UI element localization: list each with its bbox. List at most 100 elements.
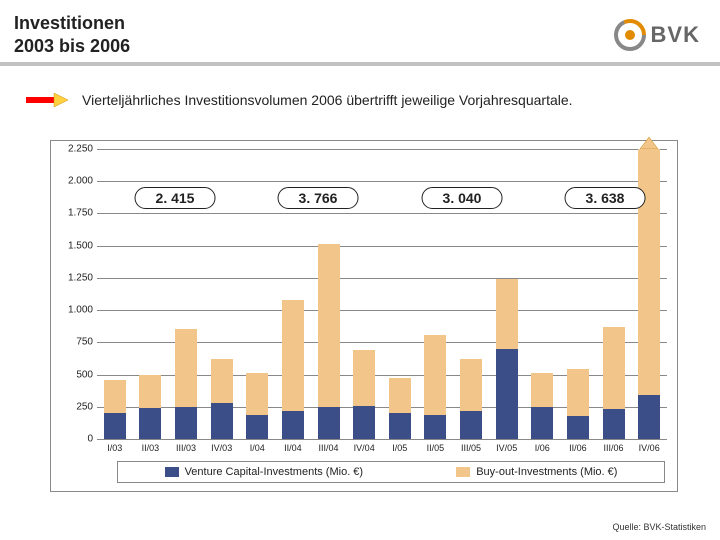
bar-group — [211, 359, 233, 439]
y-tick-label: 1.500 — [53, 240, 93, 251]
bar-segment-buyout — [638, 149, 660, 395]
x-tick-label: II/05 — [427, 443, 445, 453]
y-tick-label: 2.250 — [53, 144, 93, 155]
x-tick-label: I/04 — [250, 443, 265, 453]
bar-segment-venture — [567, 416, 589, 439]
bar-segment-buyout — [318, 244, 340, 406]
year-total-pill: 3. 638 — [565, 187, 646, 209]
arrow-icon — [26, 93, 68, 107]
bar-segment-venture — [531, 407, 553, 439]
bar-segment-venture — [603, 409, 625, 439]
bar-group — [496, 279, 518, 439]
year-total-pill: 3. 040 — [422, 187, 503, 209]
bar-segment-venture — [318, 407, 340, 439]
bar-group — [353, 350, 375, 439]
gridline — [97, 278, 667, 279]
bar-segment-venture — [496, 349, 518, 439]
y-tick-label: 1.000 — [53, 305, 93, 316]
x-tick-label: I/05 — [392, 443, 407, 453]
x-tick-label: I/03 — [107, 443, 122, 453]
bar-segment-buyout — [104, 380, 126, 414]
y-tick-label: 1.250 — [53, 272, 93, 283]
bar-group — [104, 380, 126, 439]
bar-segment-venture — [353, 406, 375, 440]
gridline — [97, 181, 667, 182]
legend-label-venture: Venture Capital-Investments (Mio. €) — [185, 466, 364, 478]
bar-segment-buyout — [282, 300, 304, 411]
bar-segment-buyout — [531, 373, 553, 407]
gridline — [97, 149, 667, 150]
bar-segment-buyout — [496, 279, 518, 349]
x-tick-label: III/03 — [176, 443, 196, 453]
gridline — [97, 310, 667, 311]
bar-segment-venture — [638, 395, 660, 439]
bar-group — [424, 335, 446, 439]
x-tick-label: I/06 — [535, 443, 550, 453]
y-tick-label: 1.750 — [53, 208, 93, 219]
subtitle-row: Vierteljährliches Investitionsvolumen 20… — [26, 92, 696, 108]
y-tick-label: 2.000 — [53, 176, 93, 187]
bar-segment-venture — [211, 403, 233, 439]
legend-item-buyout: Buy-out-Investments (Mio. €) — [456, 466, 617, 478]
bar-segment-venture — [389, 413, 411, 439]
bar-segment-buyout — [603, 327, 625, 409]
overflow-arrow-icon — [640, 137, 658, 149]
bar-group — [460, 359, 482, 439]
bar-segment-venture — [139, 408, 161, 439]
page-title: Investitionen 2003 bis 2006 — [14, 12, 130, 57]
subtitle-text: Vierteljährliches Investitionsvolumen 20… — [82, 92, 573, 108]
x-tick-label: II/03 — [142, 443, 160, 453]
y-tick-label: 750 — [53, 337, 93, 348]
x-tick-label: IV/06 — [639, 443, 660, 453]
y-tick-label: 250 — [53, 401, 93, 412]
bar-segment-buyout — [211, 359, 233, 403]
gridline — [97, 213, 667, 214]
bar-group — [603, 327, 625, 439]
bar-segment-buyout — [175, 329, 197, 406]
chart-legend: Venture Capital-Investments (Mio. €) Buy… — [117, 461, 665, 483]
x-tick-label: III/04 — [319, 443, 339, 453]
x-tick-label: II/04 — [284, 443, 302, 453]
bar-segment-venture — [424, 415, 446, 439]
bar-segment-venture — [246, 415, 268, 439]
x-tick-label: III/05 — [461, 443, 481, 453]
bar-segment-buyout — [424, 335, 446, 415]
bar-group — [389, 378, 411, 439]
year-total-pill: 2. 415 — [135, 187, 216, 209]
y-tick-label: 0 — [53, 434, 93, 445]
header-bar: Investitionen 2003 bis 2006 BVK — [0, 0, 720, 66]
bar-segment-venture — [175, 407, 197, 439]
bar-segment-venture — [104, 413, 126, 439]
bvk-logo-text: BVK — [651, 22, 700, 48]
gridline — [97, 246, 667, 247]
title-line-2: 2003 bis 2006 — [14, 36, 130, 56]
bvk-logo: BVK — [613, 18, 700, 52]
bar-group — [531, 373, 553, 439]
bar-group — [318, 244, 340, 439]
bar-segment-buyout — [353, 350, 375, 405]
legend-item-venture: Venture Capital-Investments (Mio. €) — [165, 466, 364, 478]
bar-segment-venture — [282, 411, 304, 439]
bar-group — [246, 373, 268, 439]
x-axis-labels: I/03 II/03 III/03 IV/03 I/04 II/04 III/04 IV/04… — [97, 443, 667, 459]
gridline — [97, 439, 667, 440]
bar-segment-buyout — [389, 378, 411, 413]
bar-segment-buyout — [139, 375, 161, 409]
source-text: Quelle: BVK-Statistiken — [612, 522, 706, 532]
legend-swatch-buyout — [456, 467, 470, 477]
bar-segment-venture — [460, 411, 482, 439]
bar-segment-buyout — [567, 369, 589, 415]
x-tick-label: II/06 — [569, 443, 587, 453]
x-tick-label: IV/03 — [211, 443, 232, 453]
x-tick-label: III/06 — [604, 443, 624, 453]
legend-swatch-venture — [165, 467, 179, 477]
bar-group — [567, 369, 589, 439]
y-tick-label: 500 — [53, 369, 93, 380]
bar-segment-buyout — [460, 359, 482, 411]
x-tick-label: IV/04 — [354, 443, 375, 453]
year-total-pill: 3. 766 — [278, 187, 359, 209]
bvk-logo-icon — [613, 18, 647, 52]
bar-segment-buyout — [246, 373, 268, 414]
bar-group — [139, 375, 161, 439]
title-line-1: Investitionen — [14, 13, 125, 33]
